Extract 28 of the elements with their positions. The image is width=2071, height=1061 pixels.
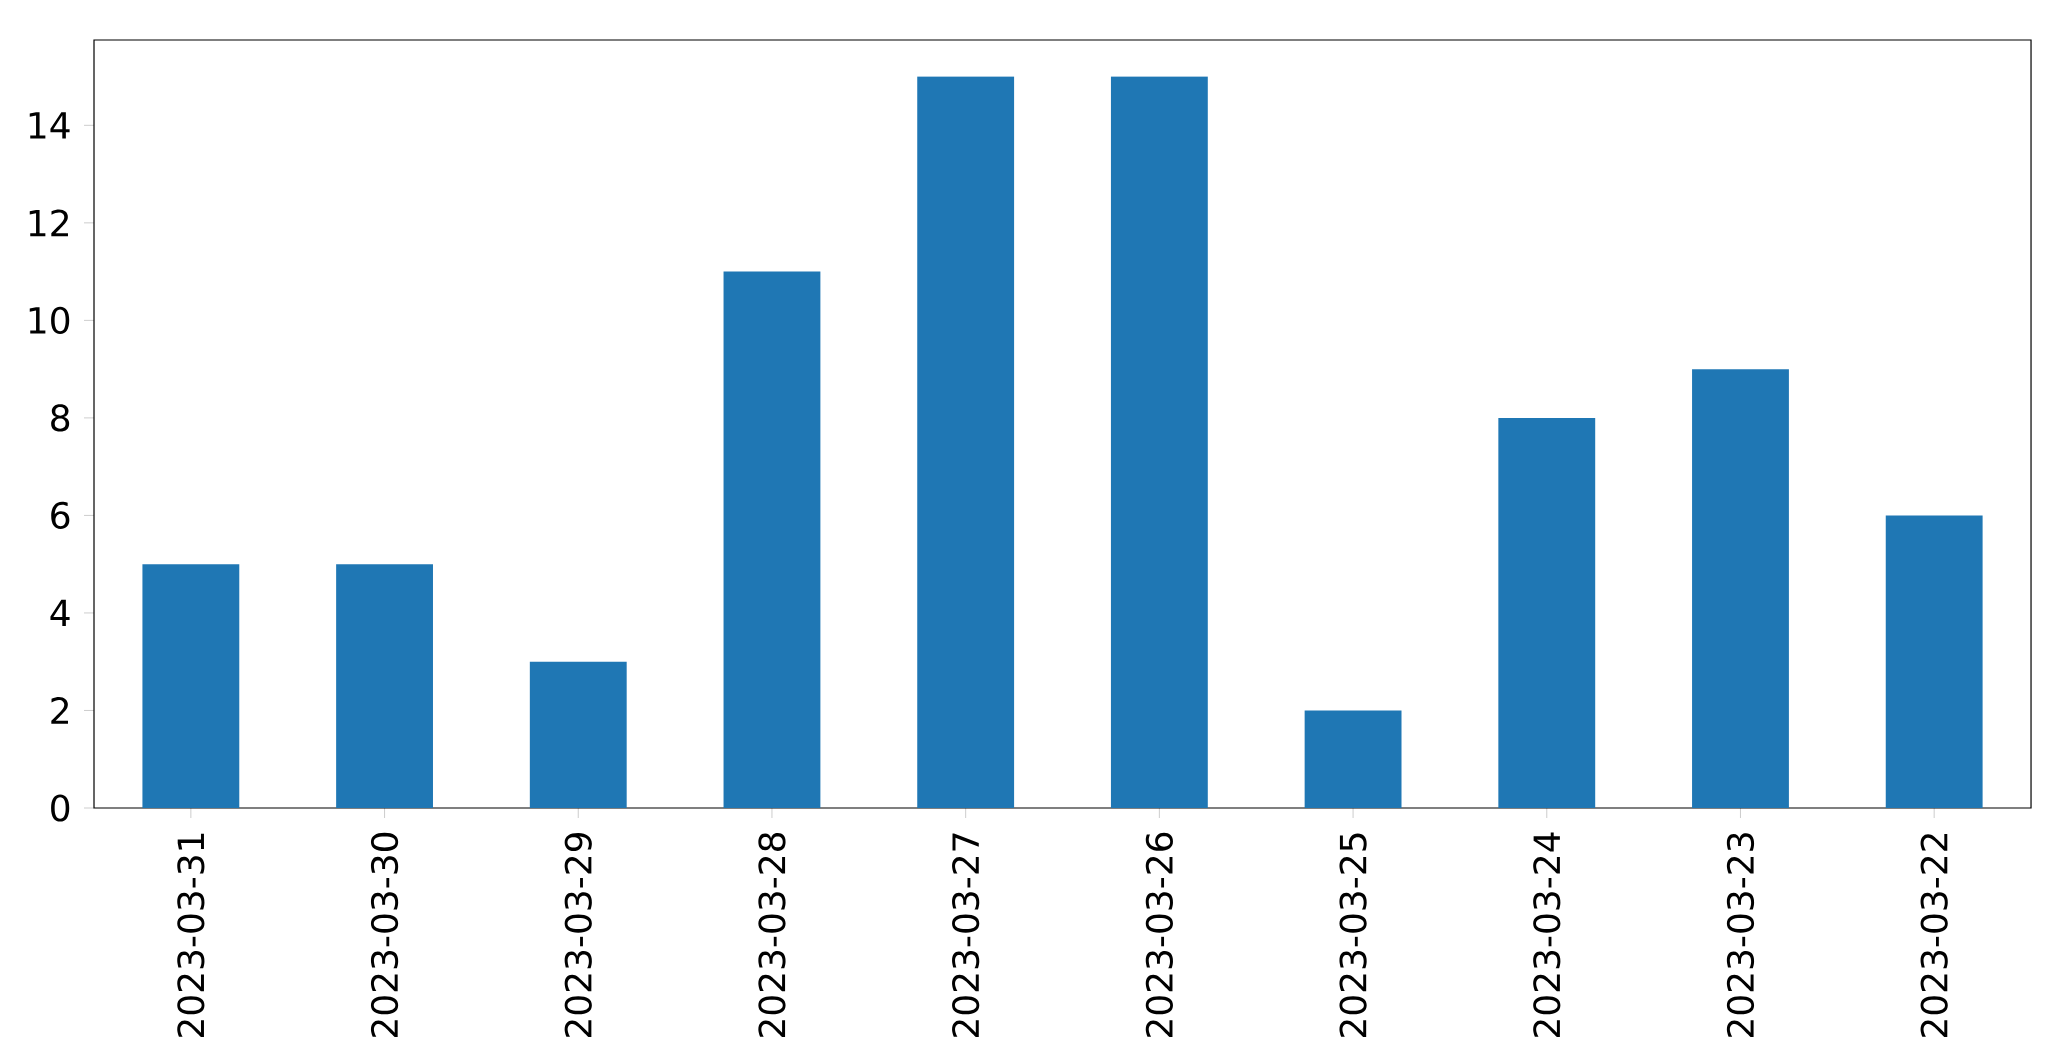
x-tick-label: 2023-03-27 xyxy=(952,833,980,1037)
y-tick-label: 0 xyxy=(51,794,70,822)
bar xyxy=(917,76,1015,808)
y-tick-label: 14 xyxy=(29,112,70,139)
bar xyxy=(1110,76,1208,808)
bar xyxy=(1692,369,1789,808)
x-tick-label: 2023-03-23 xyxy=(1726,833,1755,1037)
y-tick-label: 2 xyxy=(51,697,68,724)
x-tick-label: 2023-03-26 xyxy=(1145,832,1173,1037)
y-tick-label: 12 xyxy=(29,209,68,237)
x-tick-label: 2023-03-31 xyxy=(177,833,205,1037)
bar xyxy=(1304,710,1402,808)
bar xyxy=(723,271,821,808)
y-tick-label: 6 xyxy=(51,501,70,530)
y-tick-label: 8 xyxy=(51,404,70,432)
y-tick-label: 4 xyxy=(50,599,70,627)
bar xyxy=(1885,515,1983,808)
x-tick-label: 2023-03-22 xyxy=(1920,834,1948,1037)
bar xyxy=(142,564,240,808)
bar xyxy=(529,661,627,808)
x-tick-label: 2023-03-28 xyxy=(758,832,786,1037)
x-tick-label: 2023-03-25 xyxy=(1339,833,1367,1037)
x-tick-label: 2023-03-29 xyxy=(564,832,592,1037)
x-tick-label: 2023-03-24 xyxy=(1533,832,1561,1037)
bar xyxy=(336,564,433,808)
y-tick-label: 10 xyxy=(29,306,70,334)
x-tick-label: 2023-03-30 xyxy=(370,832,399,1037)
bar xyxy=(1498,417,1596,808)
